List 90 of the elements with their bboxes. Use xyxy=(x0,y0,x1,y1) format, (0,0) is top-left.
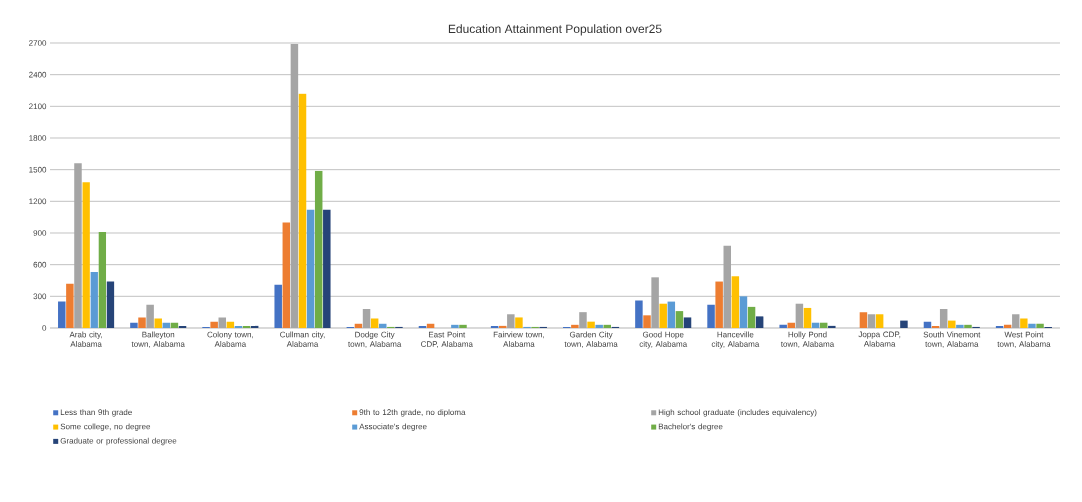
bar xyxy=(138,317,146,328)
bar xyxy=(298,93,307,328)
bar xyxy=(1012,314,1020,328)
bar xyxy=(747,306,756,328)
y-tick-label: 2400 xyxy=(29,71,47,78)
y-tick-label: 2700 xyxy=(29,40,47,46)
bar xyxy=(859,312,868,328)
bar xyxy=(154,318,162,328)
bar xyxy=(282,222,291,328)
x-tick-label: Dodge City town, Alabama xyxy=(348,331,402,348)
x-tick-label: Holly Pond town, Alabama xyxy=(780,331,835,348)
y-tick-label: 600 xyxy=(33,261,47,268)
y-tick-label: 900 xyxy=(33,230,47,236)
legend-label: Bachelor's degree xyxy=(658,423,723,431)
bar xyxy=(571,324,579,328)
bar xyxy=(370,318,379,328)
bar xyxy=(451,324,459,328)
bar xyxy=(507,314,515,328)
x-tick-label: West Point town, Alabama xyxy=(997,331,1051,348)
bar xyxy=(828,325,836,328)
bar xyxy=(723,245,731,328)
x-tick-label: Good Hope city, Alabama xyxy=(639,331,688,349)
bar xyxy=(803,307,812,328)
bar xyxy=(290,44,299,328)
bar xyxy=(146,304,154,328)
bar xyxy=(90,272,98,328)
bar xyxy=(218,317,227,328)
bar xyxy=(74,163,82,328)
x-tick-label: Joppa CDP, Alabama xyxy=(858,331,901,347)
y-tick-label: 0 xyxy=(42,325,47,331)
bar xyxy=(875,314,884,328)
bar xyxy=(362,308,371,328)
bar xyxy=(667,301,676,328)
y-tick-label: 1200 xyxy=(29,198,47,205)
y-tick-label: 1500 xyxy=(29,166,47,173)
bar xyxy=(643,315,651,328)
x-tick-label: Hanceville city, Alabama xyxy=(711,331,760,349)
bar xyxy=(587,321,595,328)
x-tick-label: Fairview town, Alabama xyxy=(493,331,544,347)
bar xyxy=(651,277,659,328)
x-tick-label: South Vinemont town, Alabama xyxy=(923,331,981,348)
bar xyxy=(939,308,948,328)
bar xyxy=(956,324,964,328)
bar xyxy=(515,317,523,328)
legend-label: 9th to 12th grade, no diploma xyxy=(359,409,466,417)
bar xyxy=(867,314,876,328)
bar xyxy=(1020,318,1028,328)
legend-label: Less than 9th grade xyxy=(60,409,132,417)
bar xyxy=(66,283,74,328)
x-tick-label: East Point CDP, Alabama xyxy=(421,331,473,348)
x-tick-label: Garden City town, Alabama xyxy=(564,331,618,348)
x-tick-label: Balleyton town, Alabama xyxy=(131,331,185,348)
bar xyxy=(58,301,66,328)
x-tick-label: Cullman city, Alabama xyxy=(280,331,325,347)
bar xyxy=(739,296,748,328)
bar xyxy=(659,303,667,328)
bar xyxy=(595,324,603,328)
bar xyxy=(82,182,90,328)
bar xyxy=(130,322,138,328)
bar xyxy=(106,281,115,328)
bar xyxy=(274,284,282,328)
bar xyxy=(210,321,218,328)
chart-title: Education Attainment Population over25 xyxy=(448,24,662,36)
y-tick-label: 1800 xyxy=(29,135,47,141)
bar xyxy=(314,170,323,328)
bar xyxy=(675,311,684,328)
bar xyxy=(731,276,740,328)
y-tick-label: 300 xyxy=(33,293,47,300)
bar xyxy=(323,209,331,328)
bar xyxy=(306,209,315,328)
x-tick-label: Colony town, Alabama xyxy=(207,331,253,347)
bar xyxy=(635,300,643,328)
y-tick-label: 2100 xyxy=(29,103,47,110)
bar xyxy=(779,324,787,328)
legend-label: High school graduate (includes equivalency) xyxy=(658,409,817,417)
legend-label: Associate's degree xyxy=(359,423,427,431)
bar xyxy=(795,303,804,328)
bar xyxy=(948,320,956,328)
bar xyxy=(900,320,908,328)
bar xyxy=(459,324,467,328)
bar xyxy=(98,231,107,328)
bar xyxy=(755,316,764,328)
bar xyxy=(964,324,972,328)
legend-label: Graduate or professional degree xyxy=(60,437,177,446)
bar xyxy=(715,281,723,328)
legend-label: Some college, no degree xyxy=(60,423,151,431)
bar xyxy=(707,304,715,328)
x-tick-label: Arab city, Alabama xyxy=(69,331,102,347)
bar xyxy=(683,317,692,328)
bar xyxy=(579,312,587,328)
